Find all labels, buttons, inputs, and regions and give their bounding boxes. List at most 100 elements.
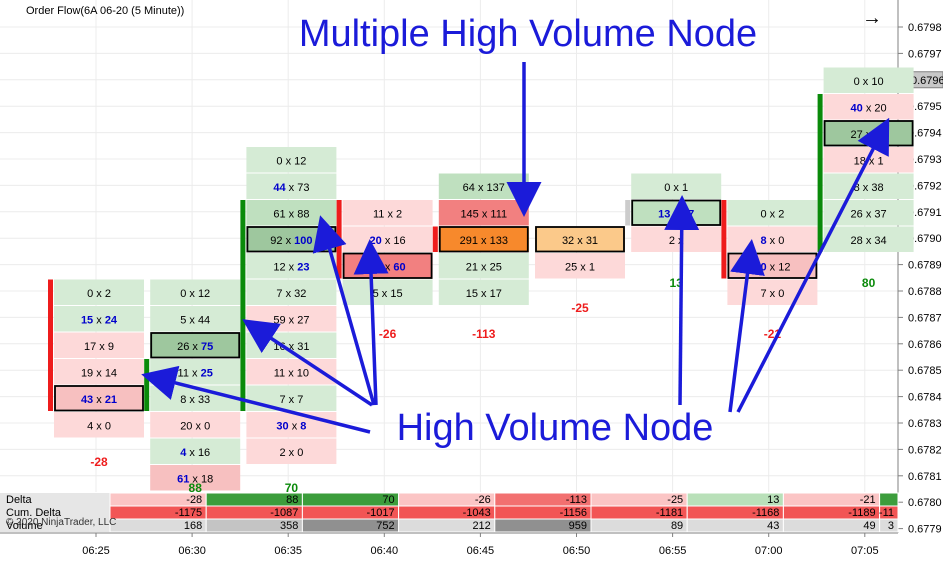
footprint-cell[interactable] — [438, 253, 529, 279]
time-label: 06:25 — [82, 545, 110, 557]
time-label: 07:00 — [755, 545, 783, 557]
footprint-cell[interactable] — [342, 279, 433, 306]
summary-value: -28 — [186, 494, 202, 506]
bar-delta-label: 88 — [189, 481, 203, 495]
cell-value: 2 x — [669, 235, 684, 247]
footprint-cell[interactable] — [54, 306, 144, 332]
annotation-arrow — [736, 117, 890, 413]
cell-value: 20 x 16 — [370, 235, 406, 247]
price-label: 0.6787 — [908, 312, 942, 324]
cell-value: 21 x 25 — [466, 261, 502, 273]
cell-value: 61 x 18 — [177, 473, 213, 485]
footprint-cell[interactable] — [246, 173, 337, 200]
chart-title: Order Flow(6A 06-20 (5 Minute)) — [26, 5, 185, 17]
cell-value: 8 x 38 — [854, 182, 884, 194]
footprint-cell[interactable] — [246, 438, 337, 465]
summary-cell — [879, 518, 899, 533]
summary-value: -1181 — [656, 507, 683, 519]
footprint-cell[interactable] — [54, 385, 144, 412]
footprint-cell[interactable] — [54, 279, 144, 306]
candle-body — [240, 200, 246, 411]
footprint-cell[interactable] — [246, 385, 337, 412]
candle-body — [625, 200, 631, 226]
multiple-node-annotation: Multiple High Volume Node — [299, 13, 757, 55]
footprint-cell[interactable] — [150, 332, 241, 359]
cell-value: 15 x 17 — [466, 288, 502, 300]
price-label: 0.6797 — [908, 48, 942, 60]
cell-value: 7 x 32 — [276, 288, 306, 300]
price-label: 0.6779 — [908, 524, 942, 536]
annotation-arrow — [312, 215, 376, 406]
footprint-cell[interactable] — [54, 359, 144, 385]
summary-value: -21 — [860, 494, 876, 506]
time-label: 06:35 — [274, 545, 302, 557]
cell-value: 92 x 100 — [270, 235, 312, 247]
footprint-cell[interactable] — [823, 173, 914, 200]
cell-value: 61 x 88 — [273, 208, 309, 220]
candle-body — [432, 226, 438, 252]
annotation-arrow — [728, 239, 765, 413]
cell-value: 0 x 12 — [180, 288, 210, 300]
footprint-cell[interactable] — [246, 147, 337, 173]
cell-value: 11 x 10 — [274, 367, 309, 379]
footprint-cell[interactable] — [823, 226, 914, 253]
time-label: 06:40 — [371, 545, 399, 557]
footprint-cell[interactable] — [727, 200, 818, 226]
footprint-cell[interactable] — [823, 67, 914, 94]
cell-value: 25 x 1 — [565, 261, 595, 273]
time-label: 07:05 — [851, 545, 879, 557]
cell-value: 0 x 2 — [87, 288, 111, 300]
footprint-cell[interactable] — [823, 94, 914, 120]
time-label: 06:30 — [178, 545, 206, 557]
summary-value: 43 — [767, 520, 779, 532]
footprint-cell[interactable] — [246, 412, 337, 438]
footprint-cell[interactable] — [150, 465, 241, 491]
footprint-cell[interactable] — [246, 253, 337, 279]
footprint-cell[interactable] — [246, 279, 337, 306]
right-arrow-icon[interactable]: → — [862, 7, 882, 29]
summary-value: -25 — [667, 494, 683, 506]
price-label: 0.6783 — [908, 418, 942, 430]
candle-body — [48, 279, 53, 411]
summary-value: -1017 — [366, 507, 394, 519]
footprint-cell[interactable] — [150, 412, 241, 438]
high-volume-node-box — [438, 226, 529, 253]
bar-delta-label: 70 — [285, 481, 299, 495]
footprint-cell[interactable] — [150, 438, 241, 465]
cell-value: 5 x 44 — [180, 314, 210, 326]
footprint-cell[interactable] — [342, 200, 433, 226]
footprint-cell[interactable] — [150, 306, 241, 332]
cell-value: 7 x 7 — [279, 394, 303, 406]
footprint-cell[interactable] — [438, 226, 529, 253]
cell-value: 26 x 37 — [851, 208, 887, 220]
footprint-cell[interactable] — [150, 279, 241, 306]
price-label: 0.6781 — [908, 471, 942, 483]
cell-value: 17 x 9 — [84, 341, 114, 353]
time-label: 06:45 — [467, 545, 495, 557]
price-label: 0.6780 — [908, 497, 942, 509]
time-label: 06:55 — [659, 545, 687, 557]
summary-label-bg — [0, 493, 110, 532]
summary-row-label: Volume — [6, 520, 43, 532]
footprint-cell[interactable] — [54, 332, 144, 359]
cell-value: 11 x 25 — [178, 367, 213, 379]
footprint-cell[interactable] — [535, 253, 625, 279]
cell-value: 32 x 31 — [562, 235, 598, 247]
candle-body — [721, 200, 727, 279]
annotation-arrow — [141, 365, 371, 434]
cell-value: 59 x 27 — [273, 314, 309, 326]
cell-value: 73 x 60 — [370, 261, 406, 273]
footprint-cell[interactable] — [631, 226, 722, 253]
summary-value: 88 — [286, 494, 298, 506]
footprint-cell[interactable] — [535, 226, 625, 253]
cell-value: 145 x 111 — [460, 208, 507, 220]
price-label: 0.6795 — [908, 101, 942, 113]
summary-value: -1189 — [848, 507, 875, 519]
cell-value: 0 x 10 — [854, 76, 884, 88]
cell-value: 20 x 0 — [180, 420, 210, 432]
footprint-cell[interactable] — [631, 173, 722, 200]
annotation-arrow — [664, 195, 700, 406]
footprint-cell[interactable] — [438, 279, 529, 306]
footprint-cell[interactable] — [54, 412, 144, 438]
